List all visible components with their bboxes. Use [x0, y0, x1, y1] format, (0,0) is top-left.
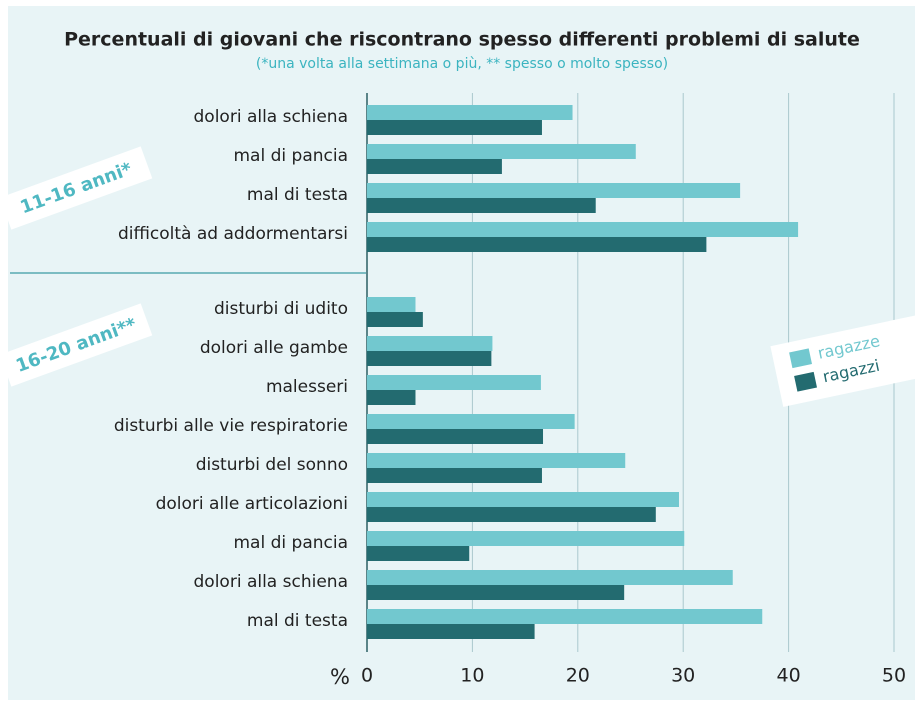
- y-tick-label: malesseri: [266, 377, 348, 397]
- bar: [367, 144, 636, 159]
- chart-subtitle: (*una volta alla settimana o più, ** spe…: [256, 56, 668, 72]
- y-tick-label: disturbi alle vie respiratorie: [114, 416, 348, 436]
- bar: [367, 609, 763, 624]
- bar: [367, 237, 707, 252]
- bar: [367, 297, 416, 312]
- group-label-box: [0, 303, 153, 387]
- bar: [367, 375, 541, 390]
- x-tick-label: 40: [777, 665, 801, 687]
- bar: [367, 546, 470, 561]
- bar: [367, 468, 542, 483]
- y-tick-label: mal di pancia: [234, 146, 349, 166]
- bar: [367, 105, 573, 120]
- y-tick-label: disturbi del sonno: [196, 455, 348, 475]
- x-axis-label: %: [330, 665, 350, 689]
- y-tick-label: dolori alla schiena: [194, 107, 348, 127]
- x-tick-label: 10: [460, 665, 484, 687]
- bar: [367, 453, 626, 468]
- bar: [367, 312, 423, 327]
- bar: [367, 429, 544, 444]
- bar: [367, 183, 741, 198]
- bar: [367, 351, 492, 366]
- y-tick-label: mal di testa: [247, 611, 348, 631]
- bar: [367, 198, 596, 213]
- y-tick-label: difficoltà ad addormentarsi: [118, 224, 348, 244]
- y-tick-label: dolori alle gambe: [200, 338, 348, 358]
- legend-swatch: [794, 371, 817, 392]
- y-tick-label: mal di testa: [247, 185, 348, 205]
- group-label-box: [0, 146, 153, 230]
- y-tick-label: disturbi di udito: [214, 299, 348, 319]
- y-tick-label: dolori alla schiena: [194, 572, 348, 592]
- y-tick-label: dolori alle articolazioni: [156, 494, 348, 514]
- bar: [367, 570, 733, 585]
- bar: [367, 531, 685, 546]
- bar: [367, 585, 625, 600]
- y-tick-label: mal di pancia: [234, 533, 349, 553]
- x-tick-label: 30: [671, 665, 695, 687]
- bar: [367, 414, 575, 429]
- bar: [367, 120, 542, 135]
- legend-swatch: [789, 348, 812, 369]
- chart-title: Percentuali di giovani che riscontrano s…: [64, 29, 860, 51]
- bar: [367, 222, 799, 237]
- bar: [367, 390, 416, 405]
- bar: [367, 492, 679, 507]
- x-tick-label: 50: [882, 665, 906, 687]
- x-tick-label: 20: [566, 665, 590, 687]
- bar: [367, 507, 656, 522]
- bar: [367, 336, 493, 351]
- x-tick-label: 0: [361, 665, 373, 687]
- bar: [367, 159, 502, 174]
- bar: [367, 624, 535, 639]
